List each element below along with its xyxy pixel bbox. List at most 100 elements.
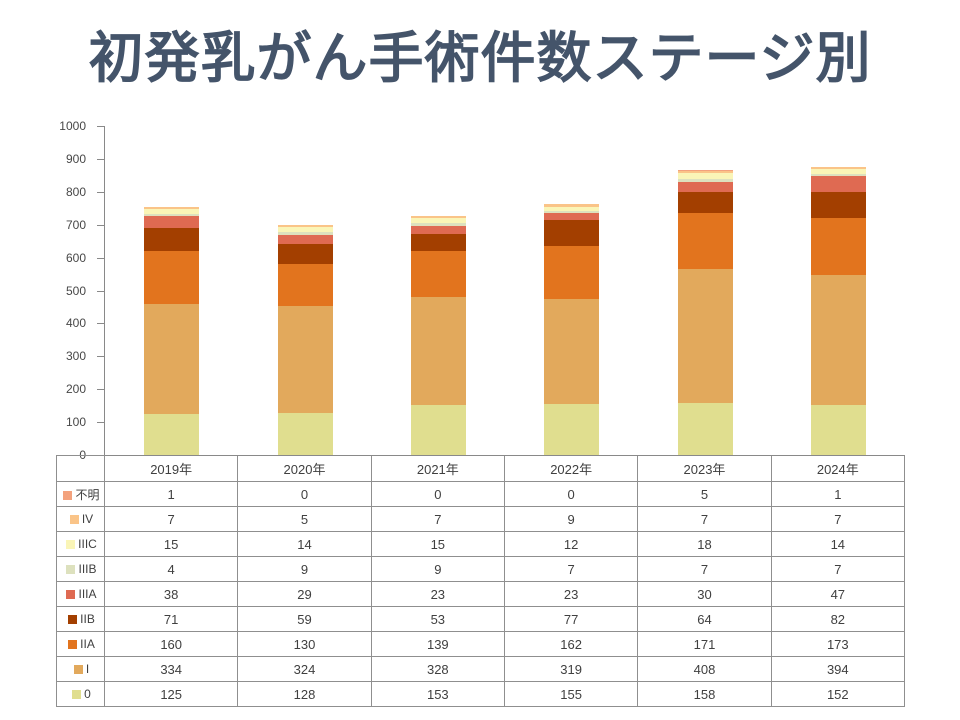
bar-segment-IIIA: [810, 176, 866, 192]
value-cell: 14: [237, 531, 372, 557]
value-cell: 328: [370, 656, 505, 682]
bar-segment-0: [144, 413, 200, 455]
bar-segment-IV: [144, 207, 200, 210]
value-cell: 319: [503, 656, 639, 682]
bar-segment-I: [410, 296, 466, 405]
bar-segment-IIIB: [144, 214, 200, 216]
legend-cell-I: I: [56, 656, 105, 682]
legend-label: IIB: [80, 612, 95, 626]
x-axis-label: 2020年: [237, 455, 372, 482]
value-cell: 171: [637, 631, 772, 657]
bar-segment-IV: [544, 203, 600, 207]
table-row-I: I 334 324 328 319 408 394: [56, 656, 905, 682]
y-axis-label: 400: [65, 316, 86, 331]
legend-label: IIIB: [78, 562, 97, 576]
x-axis-label: 2024年: [770, 455, 905, 482]
y-axis-label: 100: [65, 415, 86, 430]
value-cell: 4: [103, 556, 239, 582]
chart-title: 初発乳がん手術件数ステージ別: [88, 27, 872, 89]
bar-segment-I: [144, 304, 200, 414]
value-cell: 130: [237, 631, 372, 657]
value-cell: 324: [237, 656, 372, 682]
bar-segment-IV: [677, 171, 733, 174]
bar-segment-0: [544, 404, 600, 455]
value-cell: 160: [103, 631, 239, 657]
value-cell: 334: [103, 656, 239, 682]
value-cell: 71: [103, 606, 239, 632]
bar-segment-I: [677, 268, 733, 404]
bar-2023年: [677, 169, 733, 455]
legend-cell-IV: IV: [56, 506, 105, 532]
value-cell: 0: [370, 481, 505, 507]
legend-label: IIIC: [78, 537, 97, 551]
value-cell: 82: [770, 606, 905, 632]
value-cell: 128: [237, 681, 372, 707]
value-cell: 0: [503, 481, 639, 507]
y-axis-tick: [97, 356, 104, 358]
legend-swatch-不明: [63, 490, 73, 500]
legend-label: IV: [81, 512, 94, 526]
y-axis-tick: [97, 290, 104, 292]
value-cell: 59: [237, 606, 372, 632]
bar-segment-IIIA: [410, 226, 466, 234]
bar-segment-IIA: [144, 251, 200, 304]
plot-area: [104, 126, 905, 456]
y-axis-tick: [97, 126, 104, 127]
legend-cell-不明: 不明: [56, 481, 105, 507]
table-row-IIIA: IIIA 38 29 23 23 30 47: [56, 581, 905, 607]
x-axis-label: 2019年: [103, 455, 239, 482]
bar-segment-IIB: [277, 244, 333, 264]
value-cell: 162: [503, 631, 639, 657]
value-cell: 5: [637, 481, 772, 507]
bar-2021年: [410, 215, 466, 455]
y-axis-tick: [97, 257, 104, 259]
value-cell: 1: [770, 481, 905, 507]
bar-2020年: [277, 225, 333, 455]
table-row-不明: 不明 1 0 0 0 5 1: [56, 481, 905, 507]
value-cell: 1: [103, 481, 239, 507]
legend-cell-IIA: IIA: [56, 631, 105, 657]
y-axis-tick: [97, 158, 104, 160]
y-axis-label: 300: [65, 349, 86, 364]
value-cell: 64: [637, 606, 772, 632]
bar-segment-IIIB: [277, 231, 333, 235]
value-cell: 0: [237, 481, 372, 507]
value-cell: 5: [237, 506, 372, 532]
y-axis-label: 800: [65, 184, 86, 199]
x-axis-label: 2021年: [370, 455, 505, 482]
bar-segment-I: [544, 299, 600, 405]
value-cell: 18: [637, 531, 772, 557]
bar-2019年: [144, 206, 200, 455]
value-cell: 12: [503, 531, 639, 557]
legend-cell-IIB: IIB: [56, 606, 105, 632]
y-axis-label: 900: [65, 151, 86, 166]
bar-segment-IV: [410, 215, 466, 219]
legend-swatch-I: [73, 665, 83, 674]
y-axis-label: 500: [65, 283, 86, 298]
legend-swatch-IIIA: [66, 590, 76, 599]
value-cell: 14: [770, 531, 905, 557]
bar-segment-IIB: [410, 233, 466, 252]
bar-segment-不明: [677, 169, 733, 172]
bar-segment-0: [810, 405, 866, 455]
legend-swatch-IIIB: [66, 565, 76, 574]
table-row-IIIC: IIIC 15 14 15 12 18 14: [56, 531, 905, 557]
value-cell: 7: [370, 506, 505, 532]
table-row-IV: IV 7 5 7 9 7 7: [56, 506, 905, 532]
value-cell: 139: [370, 631, 505, 657]
value-cell: 53: [370, 606, 505, 632]
legend-label: 不明: [75, 487, 100, 502]
value-cell: 30: [637, 581, 772, 607]
table-body: 2019年 2020年 2021年 2022年 2023年 2024年 不明 1 0 0 0 5 1 IV…: [56, 455, 905, 707]
legend-cell-0: 0: [56, 681, 105, 707]
value-cell: 7: [637, 556, 772, 582]
value-cell: 158: [637, 681, 772, 707]
legend-swatch-IIB: [68, 615, 78, 624]
bar-segment-IIIB: [410, 223, 466, 227]
y-axis-tick: [97, 224, 104, 226]
y-axis-label: 200: [65, 382, 86, 397]
bar-2024年: [810, 166, 866, 455]
bar-segment-IIB: [144, 228, 200, 252]
value-cell: 9: [503, 506, 639, 532]
y-axis-label: 700: [65, 217, 86, 232]
